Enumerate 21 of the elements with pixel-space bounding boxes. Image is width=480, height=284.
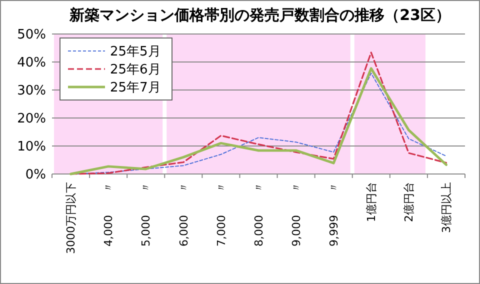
legend-label: 25年5月: [110, 44, 161, 60]
y-tick-label: 0%: [25, 168, 46, 183]
x-tick-label: 1億円台: [364, 182, 378, 222]
x-tick-label: 4,000 〃: [102, 182, 116, 246]
y-tick-label: 50%: [17, 28, 46, 43]
x-tick-label: 9,999 〃: [327, 182, 340, 246]
chart-title: 新築マンション価格帯別の発売戸数割合の推移（23区）: [68, 6, 450, 24]
x-tick-label: 8,000 〃: [252, 182, 266, 246]
x-tick-label: 5,000 〃: [140, 182, 153, 246]
x-tick-label: 3000万円以下: [64, 182, 78, 254]
y-tick-label: 40%: [17, 56, 46, 71]
x-tick-label: 2億円台: [402, 182, 416, 222]
y-tick-label: 20%: [17, 112, 46, 127]
x-tick-label: 7,000 〃: [214, 182, 228, 246]
x-tick-label: 9,000 〃: [290, 182, 303, 246]
y-tick-label: 30%: [17, 84, 46, 99]
x-tick-label: 6,000 〃: [177, 182, 190, 246]
y-tick-label: 10%: [17, 140, 46, 155]
x-tick-label: 3億円以上: [440, 182, 454, 233]
legend-label: 25年6月: [110, 62, 161, 78]
legend-label: 25年7月: [110, 80, 161, 96]
